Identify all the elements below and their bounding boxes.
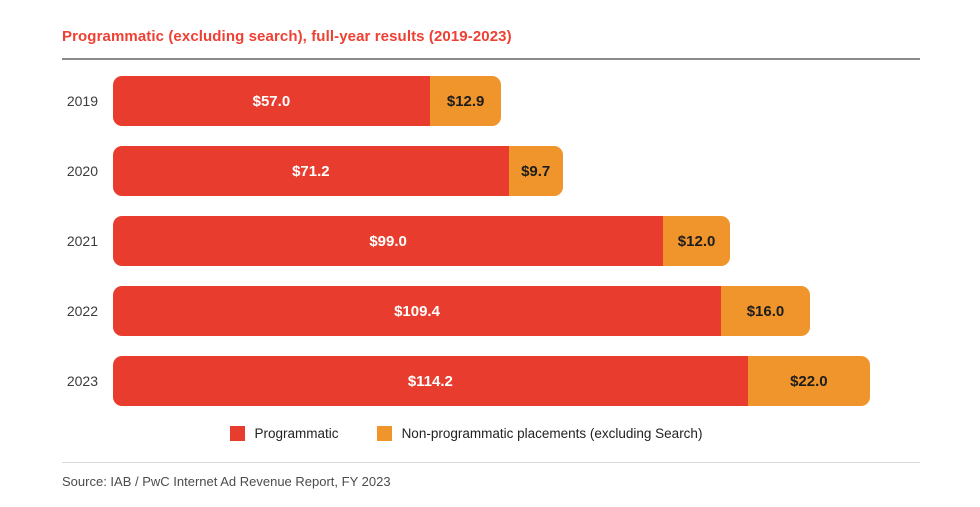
bar-track: $57.0 $12.9	[113, 76, 870, 126]
chart-row: 2020 $71.2 $9.7	[62, 146, 920, 196]
chart-legend: Programmatic Non-programmatic placements …	[62, 426, 870, 441]
chart-rows: 2019 $57.0 $12.9 2020 $71.2 $9.7 2021 $99.0 $12.…	[62, 76, 920, 406]
bar-track: $109.4 $16.0	[113, 286, 870, 336]
title-divider	[62, 58, 920, 60]
legend-item-programmatic: Programmatic	[229, 426, 339, 441]
chart-row: 2023 $114.2 $22.0	[62, 356, 920, 406]
chart-row: 2019 $57.0 $12.9	[62, 76, 920, 126]
bar-value-label: $9.7	[521, 162, 551, 180]
bar-segment-programmatic: $99.0	[113, 216, 664, 266]
year-label: 2023	[66, 373, 98, 389]
bar-track: $99.0 $12.0	[113, 216, 870, 266]
bar-segment-programmatic: $109.4	[113, 286, 722, 336]
bar-value-label: $114.2	[407, 372, 453, 390]
bar-segment-programmatic: $114.2	[113, 356, 748, 406]
bar-segment-non-programmatic: $12.0	[663, 216, 730, 266]
bar-value-label: $16.0	[746, 302, 785, 320]
year-label: 2022	[66, 303, 98, 319]
year-label: 2020	[66, 163, 98, 179]
bar-value-label: $12.0	[677, 232, 716, 250]
bar-value-label: $57.0	[252, 92, 291, 110]
year-label: 2021	[66, 233, 98, 249]
bar-track: $114.2 $22.0	[113, 356, 870, 406]
legend-label: Programmatic	[254, 426, 339, 441]
chart-row: 2022 $109.4 $16.0	[62, 286, 920, 336]
chart-row: 2021 $99.0 $12.0	[62, 216, 920, 266]
source-text: Source: IAB / PwC Internet Ad Revenue Re…	[62, 474, 391, 489]
bar-value-label: $109.4	[394, 302, 440, 320]
bar-segment-non-programmatic: $12.9	[429, 76, 502, 126]
bar-segment-programmatic: $71.2	[113, 146, 509, 196]
bar-segment-programmatic: $57.0	[113, 76, 430, 126]
bar-track: $71.2 $9.7	[113, 146, 870, 196]
legend-swatch-orange-icon	[376, 426, 392, 441]
year-label: 2019	[66, 93, 98, 109]
bar-segment-non-programmatic: $22.0	[747, 356, 870, 406]
bar-value-label: $22.0	[790, 372, 828, 390]
bar-value-label: $99.0	[369, 232, 407, 250]
legend-item-non-programmatic: Non-programmatic placements (excluding S…	[376, 426, 703, 441]
page-title: Programmatic (excluding search), full-ye…	[62, 28, 512, 45]
bar-value-label: $71.2	[292, 162, 330, 180]
bar-value-label: $12.9	[446, 92, 485, 110]
legend-swatch-red-icon	[229, 426, 245, 441]
bar-segment-non-programmatic: $16.0	[721, 286, 810, 336]
legend-label: Non-programmatic placements (excluding S…	[401, 426, 703, 441]
bar-segment-non-programmatic: $9.7	[508, 146, 563, 196]
stacked-bar-chart: 2019 $57.0 $12.9 2020 $71.2 $9.7 2021 $99.0 $12.…	[62, 76, 920, 441]
source-divider	[62, 462, 920, 463]
